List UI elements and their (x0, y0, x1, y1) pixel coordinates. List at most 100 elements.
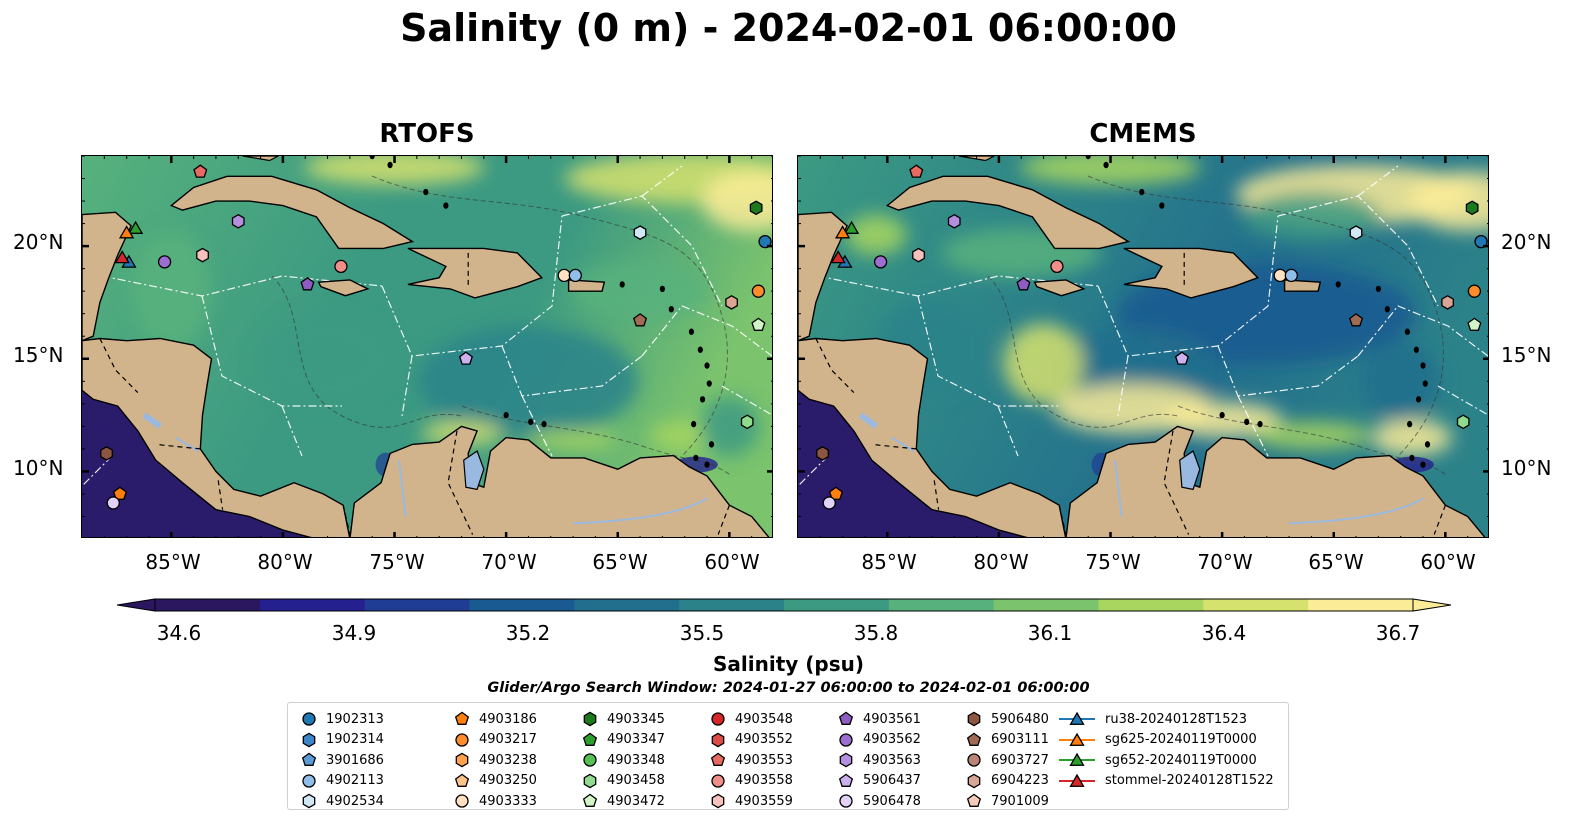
float-marker-4903186-cmems (828, 486, 843, 500)
float-marker-4903562-cmems (873, 255, 888, 269)
legend-label: 4903472 (607, 793, 665, 809)
float-marker-4903333-cmems (1273, 268, 1287, 283)
legend-marker-hexagon-icon (711, 793, 725, 809)
legend-label: 6903111 (991, 732, 1049, 747)
map-rtofs[interactable] (81, 155, 773, 538)
colorbar-tick-4: 35.8 (853, 621, 899, 645)
map-cmems[interactable] (797, 155, 1489, 538)
legend-entry-4903472: 4903472 (581, 791, 665, 811)
legend-marker-pentagon-icon (454, 711, 470, 725)
float-markers-rtofs (100, 164, 772, 510)
colorbar-segment (1360, 599, 1414, 611)
float-marker-5906480-cmems (816, 446, 829, 461)
legend-marker (839, 752, 853, 768)
legend-marker (302, 793, 316, 809)
legend-marker-triangle-icon (1059, 711, 1095, 725)
legend-entry-4903553: 4903553 (709, 750, 793, 770)
rivers-rtofs (142, 412, 708, 525)
float-marker-6903111-rtofs (633, 313, 648, 327)
colorbar-segment (888, 599, 942, 611)
colorbar-segment (731, 599, 785, 611)
float-marker-4903333-rtofs (557, 268, 571, 283)
float-marker-4903563-cmems (947, 213, 961, 229)
float-marker-4903217-cmems (1467, 284, 1482, 298)
float-marker-1902313-rtofs (758, 234, 772, 249)
legend-label: 4903333 (479, 793, 537, 809)
colorbar-segment (626, 599, 680, 611)
legend-entry-6904223: 6904223 (965, 771, 1049, 791)
legend-marker (838, 711, 854, 725)
colorbar-tick-2: 35.2 (505, 621, 551, 645)
float-marker-4903562-rtofs (157, 255, 172, 269)
colorbar-segment (1150, 599, 1204, 611)
legend-entry-4903559: 4903559 (709, 791, 793, 811)
legend-label: 4903458 (607, 773, 665, 788)
float-marker-4903472-rtofs (751, 317, 766, 331)
legend-marker-triangle-icon (1059, 732, 1095, 746)
legend-marker-circle-icon (583, 753, 597, 767)
colorbar-segment (574, 599, 628, 611)
colorbar-segment (259, 599, 313, 611)
legend-marker (582, 793, 598, 807)
float-marker-sg652-20240119T0000-rtofs (127, 220, 144, 234)
axis-ticks-cmems (798, 156, 1488, 537)
legend-label: sg625-20240119T0000 (1105, 732, 1257, 747)
float-marker-4903559-cmems (912, 247, 925, 263)
legend-label: 4902534 (326, 793, 384, 809)
lake-maracaibo-rtofs (463, 450, 485, 491)
legend-marker-hexagon-icon (839, 752, 853, 768)
legend-marker-pentagon-icon (838, 773, 854, 787)
land-puertorico-cmems (1283, 279, 1322, 292)
lon-label-65w: 65°W (592, 550, 648, 574)
panel-title-cmems: CMEMS (1089, 119, 1197, 149)
legend-marker (302, 712, 316, 726)
legend-entry-4903250: 4903250 (453, 771, 537, 791)
float-marker-4903553-cmems (909, 164, 924, 178)
legend-label: 5906480 (991, 711, 1049, 727)
legend-marker (454, 711, 470, 725)
colorbar-extend-high (1412, 598, 1451, 612)
legend-label: 5906478 (863, 793, 921, 809)
legend-marker (455, 732, 469, 747)
legend-marker-circle-icon (839, 732, 853, 747)
float-marker-4903558-rtofs (334, 259, 348, 274)
legend-marker-pentagon-icon (710, 752, 726, 766)
float-marker-stommel-20240128T1522-rtofs (114, 250, 130, 264)
legend-label: 4903548 (735, 711, 793, 727)
float-marker-4903458-cmems (1456, 414, 1470, 430)
float-marker-5906478-cmems (822, 496, 836, 510)
legend-entry-6903727: 6903727 (965, 750, 1049, 770)
legend-entry-4903561: 4903561 (837, 709, 921, 729)
legend-label: 5906437 (863, 773, 921, 788)
float-marker-4903345-rtofs (749, 200, 763, 216)
legend-marker (583, 753, 597, 767)
float-marker-4902534-cmems (1349, 225, 1363, 240)
legend-marker-circle-icon (455, 732, 469, 747)
legend-marker (302, 732, 316, 747)
land-jamaica-rtofs (317, 279, 370, 297)
legend-marker-hexagon-icon (583, 773, 597, 788)
legend-entry-7901009: 7901009 (965, 791, 1049, 811)
colorbar-segment (993, 599, 1047, 611)
legend-marker (1069, 773, 1085, 787)
legend-entry-sg652-20240119T0000: sg652-20240119T0000 (1057, 750, 1257, 770)
float-marker-4902534-rtofs (633, 225, 647, 240)
legend-entry-5906437: 5906437 (837, 771, 921, 791)
lon-label-80w: 80°W (257, 550, 313, 574)
float-marker-4903561-cmems (1016, 276, 1031, 291)
lon-label-65w-right: 65°W (1308, 550, 1364, 574)
legend-entry-4903548: 4903548 (709, 709, 793, 729)
legend-marker (301, 752, 317, 766)
legend-marker-hexagon-icon (967, 773, 981, 788)
float-marker-4903217-rtofs (751, 284, 766, 298)
float-marker-4903186-rtofs (112, 486, 127, 500)
lat-label-10n-left: 10°N (13, 456, 64, 480)
float-marker-4903458-rtofs (740, 414, 754, 430)
colorbar-segment (155, 599, 208, 611)
colorbar-tick-5: 36.1 (1027, 621, 1073, 645)
legend-marker (710, 752, 726, 766)
float-markers-cmems (816, 164, 1488, 510)
legend-marker-triangle-icon (1059, 752, 1095, 766)
legend-marker-hexagon-icon (455, 752, 469, 768)
legend-marker (711, 712, 725, 726)
